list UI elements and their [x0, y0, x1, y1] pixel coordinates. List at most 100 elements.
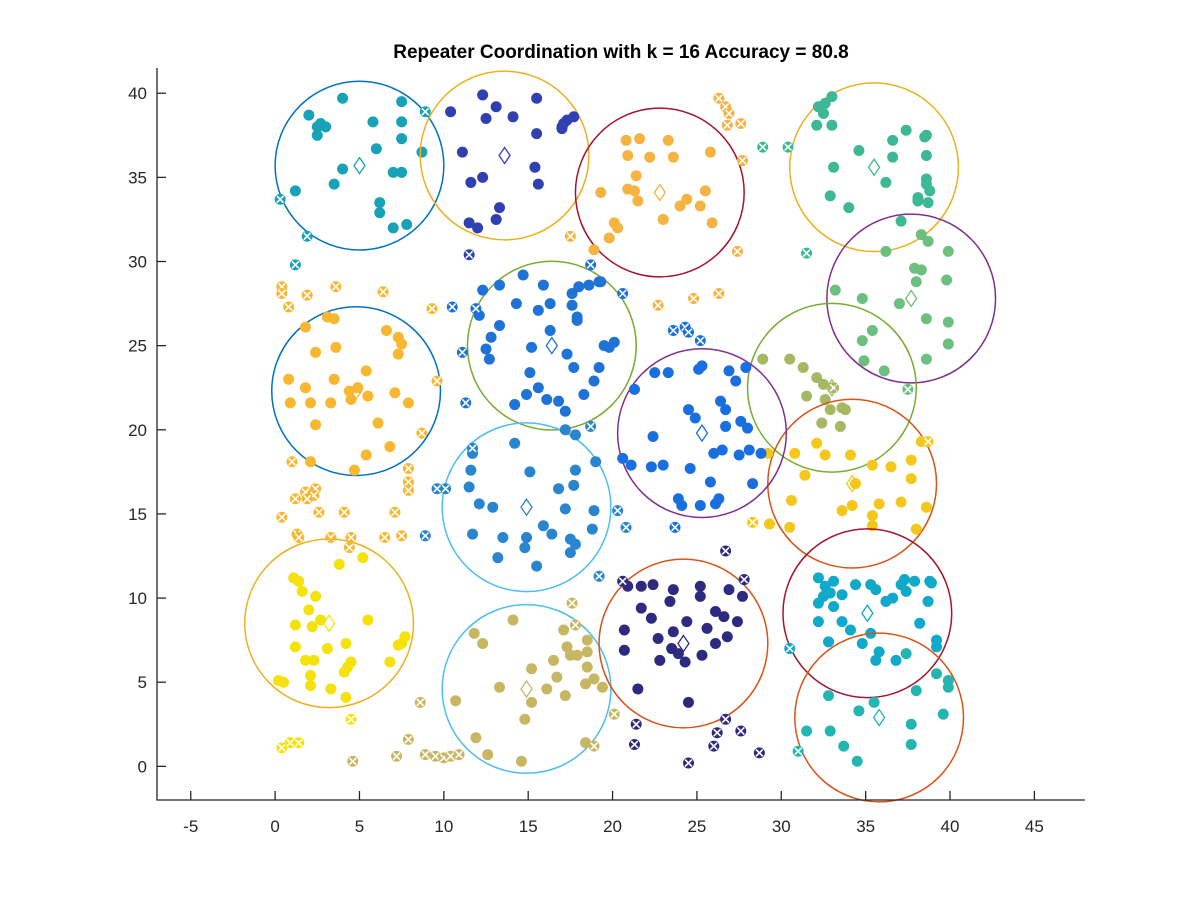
data-point	[733, 449, 745, 461]
crossed-point	[431, 483, 443, 495]
data-point	[556, 123, 568, 135]
data-point	[915, 229, 927, 241]
data-point	[836, 505, 848, 517]
data-point	[836, 616, 848, 628]
data-point	[480, 112, 492, 124]
data-point	[620, 134, 632, 146]
data-point	[494, 202, 506, 214]
data-point	[348, 464, 360, 476]
data-point	[581, 634, 593, 646]
data-point	[819, 97, 831, 109]
data-point	[490, 101, 502, 113]
coverage-circle	[243, 538, 415, 709]
data-point	[755, 447, 767, 459]
data-point	[546, 528, 558, 540]
data-point	[519, 713, 531, 725]
data-point	[731, 616, 743, 628]
coverage-circle	[782, 528, 953, 699]
repeater-marker	[861, 604, 874, 623]
data-point	[568, 362, 580, 374]
data-point	[920, 313, 932, 325]
data-point	[682, 404, 694, 416]
crossed-point	[720, 545, 732, 557]
crossed-point	[343, 542, 355, 554]
data-point	[305, 680, 317, 692]
data-point	[392, 348, 404, 360]
data-point	[583, 279, 595, 291]
data-point	[541, 394, 553, 406]
crossed-point	[330, 281, 342, 293]
data-point	[843, 202, 855, 214]
data-point	[306, 621, 318, 633]
data-point	[704, 476, 716, 488]
axes: -5 0 5 10 15 20 25 30 35 40 45 0 5 10 15 20 25 30 35 40	[128, 68, 1085, 836]
data-point	[463, 481, 475, 493]
data-point	[477, 171, 489, 183]
data-point	[853, 705, 865, 717]
data-point	[345, 394, 357, 406]
crossed-point	[682, 326, 694, 338]
coverage-circle	[441, 422, 612, 593]
crossed-point	[289, 259, 301, 271]
crossed-point	[723, 107, 735, 119]
cluster-12	[243, 538, 415, 754]
data-point	[337, 92, 349, 104]
cluster-5	[826, 213, 997, 395]
data-point	[811, 119, 823, 131]
data-point	[596, 681, 608, 693]
crossed-point	[735, 725, 747, 737]
data-point	[628, 383, 640, 395]
data-point	[578, 388, 590, 400]
crossed-point	[402, 733, 414, 745]
crossed-point	[446, 301, 458, 313]
crossed-point	[345, 713, 357, 725]
crossed-point	[379, 531, 391, 543]
data-point	[716, 444, 728, 456]
data-point	[526, 663, 538, 675]
crossed-point	[620, 521, 632, 533]
data-point	[873, 498, 885, 510]
data-point	[850, 478, 862, 490]
coverage-circle	[767, 398, 938, 569]
data-point	[925, 577, 937, 589]
data-point	[507, 614, 519, 626]
data-point	[299, 654, 311, 666]
data-point	[730, 375, 742, 387]
data-point	[812, 616, 824, 628]
data-point	[942, 338, 954, 350]
x-tick-label: 20	[603, 817, 622, 836]
data-point	[468, 627, 480, 639]
data-point	[618, 644, 630, 656]
plot-area	[243, 70, 997, 803]
coverage-circle	[270, 305, 442, 477]
data-point	[308, 654, 320, 666]
data-point	[526, 696, 538, 708]
data-point	[477, 284, 489, 296]
crossed-point	[628, 738, 640, 750]
data-point	[360, 449, 372, 461]
crossed-point	[736, 155, 748, 167]
data-point	[890, 654, 902, 666]
crossed-point	[391, 750, 403, 762]
crossed-point	[289, 493, 301, 505]
data-point	[681, 616, 693, 628]
crossed-point	[688, 293, 700, 305]
data-point	[828, 575, 840, 587]
data-point	[870, 584, 882, 596]
cluster-2	[419, 70, 590, 261]
data-point	[905, 454, 917, 466]
crossed-point	[419, 530, 431, 542]
repeater-marker	[872, 708, 886, 727]
cluster-3	[564, 92, 748, 311]
data-point	[662, 367, 674, 379]
crossed-point	[470, 303, 482, 315]
data-point	[618, 624, 630, 636]
y-tick-label: 40	[128, 84, 147, 103]
data-point	[328, 373, 340, 385]
data-point	[649, 367, 661, 379]
data-point	[553, 395, 565, 407]
y-tick-label: 10	[128, 589, 147, 608]
data-point	[566, 299, 578, 311]
data-point	[632, 195, 644, 207]
data-point	[799, 469, 811, 481]
